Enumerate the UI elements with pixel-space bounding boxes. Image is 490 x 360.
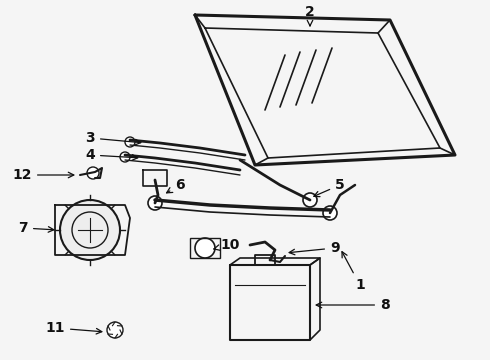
Text: 6: 6 [167, 178, 185, 193]
Circle shape [60, 200, 120, 260]
Circle shape [107, 322, 123, 338]
Text: 9: 9 [289, 241, 340, 255]
Circle shape [323, 206, 337, 220]
Text: 3: 3 [85, 131, 141, 145]
Text: 11: 11 [46, 321, 102, 335]
Text: 5: 5 [314, 178, 345, 197]
Text: 4: 4 [85, 148, 138, 162]
Circle shape [87, 167, 99, 179]
Text: 2: 2 [305, 5, 315, 26]
Circle shape [303, 193, 317, 207]
Text: 12: 12 [13, 168, 74, 182]
Circle shape [125, 137, 135, 147]
Text: 7: 7 [19, 221, 54, 235]
Text: 1: 1 [342, 252, 365, 292]
Circle shape [120, 152, 130, 162]
Circle shape [148, 196, 162, 210]
Circle shape [195, 238, 215, 258]
Text: 10: 10 [214, 238, 240, 252]
Text: 8: 8 [316, 298, 390, 312]
